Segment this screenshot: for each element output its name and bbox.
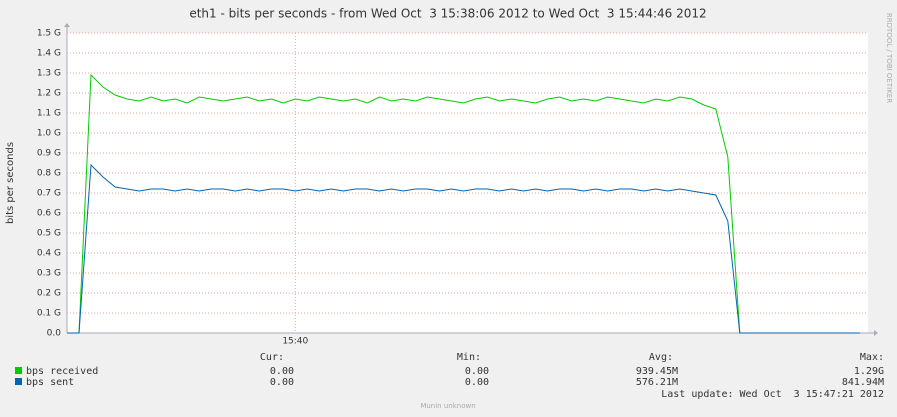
series-line — [67, 163, 860, 334]
y-tick-label: 1.4 G — [37, 49, 61, 59]
y-tick-label: 0.7 G — [37, 189, 61, 199]
chart-title: eth1 - bits per seconds - from Wed Oct 3… — [189, 7, 706, 21]
watermark: RRDTOOL / TOBI OETIKER — [885, 13, 893, 103]
y-tick-label: 1.2 G — [37, 89, 61, 99]
y-tick-label: 1.5 G — [37, 29, 61, 39]
legend-header: Min: — [457, 352, 481, 363]
legend-value: 0.00 — [465, 377, 489, 388]
y-tick-label: 0.0 — [47, 329, 62, 339]
y-tick-label: 0.9 G — [37, 149, 61, 159]
legend-value: 841.94M — [842, 377, 884, 388]
y-tick-label: 0.6 G — [37, 209, 61, 219]
y-tick-label: 1.3 G — [37, 69, 61, 79]
y-tick-label: 0.3 G — [37, 269, 61, 279]
y-tick-label: 0.8 G — [37, 169, 61, 179]
y-tick-label: 0.1 G — [37, 309, 61, 319]
x-axis-arrow — [874, 330, 878, 336]
y-tick-label: 0.5 G — [37, 229, 61, 239]
legend-header: Max: — [860, 352, 884, 363]
legend-value: 0.00 — [465, 366, 489, 377]
legend-value: 939.45M — [636, 366, 678, 377]
y-tick-label: 0.4 G — [37, 249, 61, 259]
footer: Munin unknown — [420, 402, 475, 410]
series-line — [67, 73, 860, 334]
y-axis-label: bits per seconds — [5, 142, 16, 224]
legend-label: bps sent — [26, 377, 74, 388]
legend-value: 1.29G — [854, 366, 884, 377]
legend-value: 576.21M — [636, 377, 678, 388]
legend-swatch — [15, 378, 22, 385]
last-update: Last update: Wed Oct 3 15:47:21 2012 — [661, 389, 884, 400]
legend-swatch — [15, 367, 22, 374]
y-tick-label: 1.0 G — [37, 129, 61, 139]
legend-value: 0.00 — [270, 377, 294, 388]
legend-header: Cur: — [260, 352, 284, 363]
legend-label: bps received — [26, 366, 98, 377]
y-axis-arrow — [64, 23, 70, 27]
y-tick-label: 0.2 G — [37, 289, 61, 299]
legend-header: Avg: — [649, 352, 673, 363]
x-tick-label: 15:40 — [282, 337, 308, 347]
y-tick-label: 1.1 G — [37, 109, 61, 119]
plot-area — [67, 33, 868, 333]
legend-value: 0.00 — [270, 366, 294, 377]
